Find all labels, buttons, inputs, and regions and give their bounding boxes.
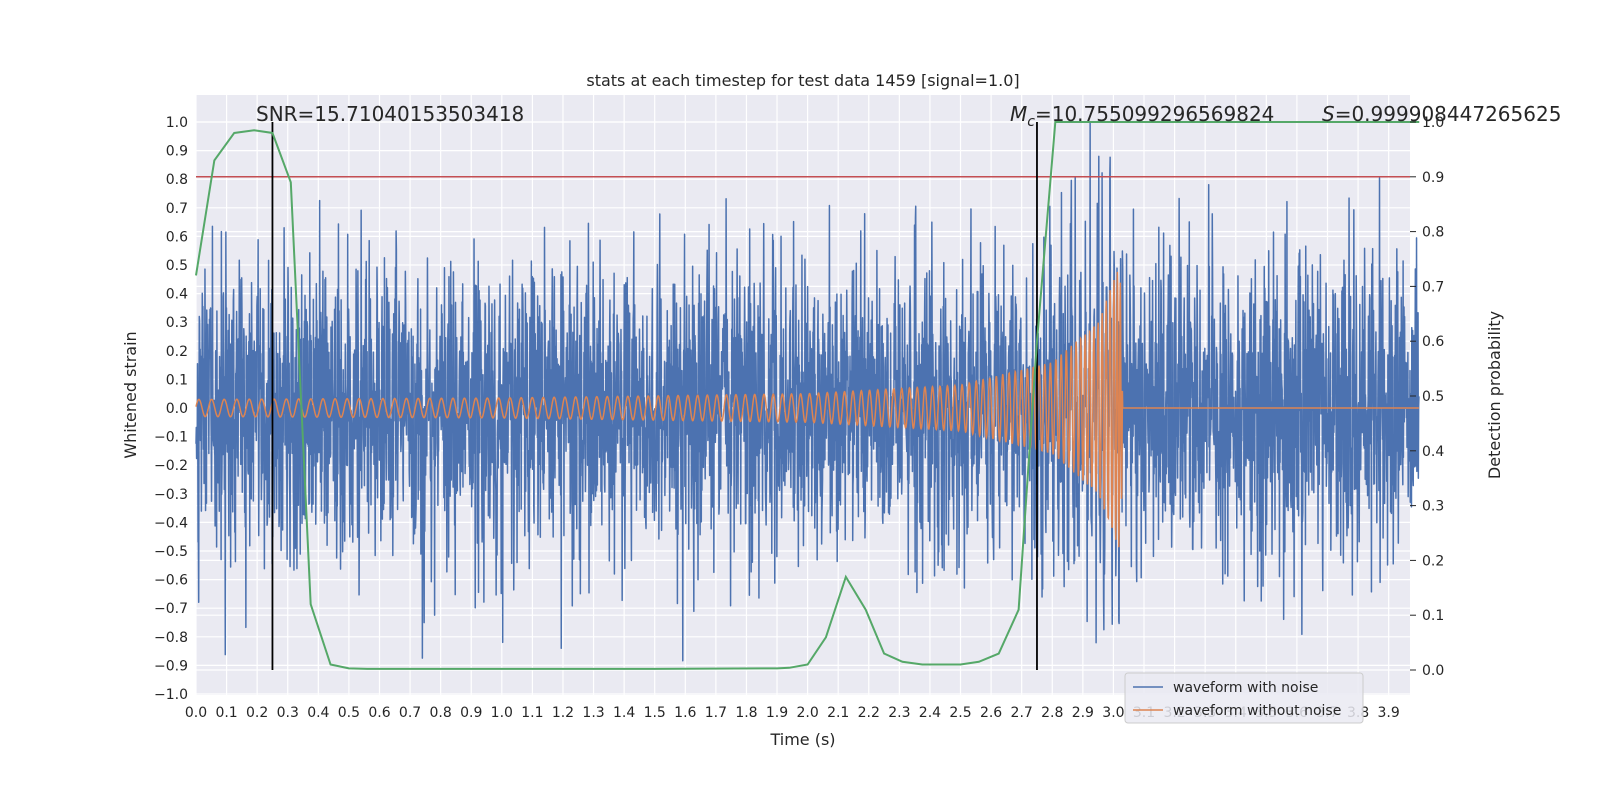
y-axis-ticks: 1.0 0.9 0.8 0.7 0.6 0.5 0.4 0.3 0.2 0.1 0.0 −0.1 −0.… <box>154 115 188 703</box>
x-tick-label: 2.5 <box>949 705 971 721</box>
x-tick-label: 1.3 <box>582 705 604 721</box>
x-tick-label: 1.7 <box>705 705 727 721</box>
line-waveform-without-noise <box>195 271 1419 548</box>
y2-tick-label: 0.5 <box>1422 389 1444 405</box>
y-tick-label: 0.9 <box>166 144 188 160</box>
y2-tick-label: 0.8 <box>1422 225 1444 241</box>
chart-title: stats at each timestep for test data 145… <box>586 71 1019 90</box>
y-tick-label: −1.0 <box>154 687 188 703</box>
series-waveform-without-noise <box>195 271 1419 548</box>
y2-tick-label: 0.7 <box>1422 279 1444 295</box>
y-tick-label: 0.6 <box>166 229 188 245</box>
y-tick-label: 0.4 <box>166 287 188 303</box>
y2-tick-label: 0.4 <box>1422 444 1444 460</box>
x-tick-label: 0.7 <box>399 705 421 721</box>
y-tick-label: 0.1 <box>166 372 188 388</box>
series-detection-probability <box>195 121 1420 670</box>
x-tick-label: 0.2 <box>246 705 268 721</box>
s-annotation: S=0.999908447265625 <box>1322 102 1561 126</box>
x-tick-label: 1.5 <box>644 705 666 721</box>
x-tick-label: 1.2 <box>552 705 574 721</box>
line-detection-probability <box>195 121 1420 670</box>
x-tick-label: 3.0 <box>1102 705 1124 721</box>
x-tick-label: 0.9 <box>460 705 482 721</box>
x-tick-label: 1.6 <box>674 705 696 721</box>
legend-label-clean: waveform without noise <box>1173 703 1341 719</box>
y-tick-label: −0.4 <box>154 515 188 531</box>
y-tick-label: 0.2 <box>166 344 188 360</box>
y-tick-label: −0.8 <box>154 630 188 646</box>
x-tick-label: 1.9 <box>766 705 788 721</box>
x-tick-label: 0.5 <box>338 705 360 721</box>
s-value: =0.999908447265625 <box>1335 102 1562 126</box>
y-tick-label: −0.6 <box>154 573 188 589</box>
y2-tick-label: 0.6 <box>1422 334 1444 350</box>
x-tick-label: 2.2 <box>858 705 880 721</box>
x-tick-label: 2.9 <box>1072 705 1094 721</box>
y2-tick-label: 0.2 <box>1422 553 1444 569</box>
y-tick-label: 0.3 <box>166 315 188 331</box>
y-tick-label: 0.8 <box>166 172 188 188</box>
chirp-mass-annotation: Mc=10.755099296569824 <box>1010 102 1274 130</box>
y-tick-label: −0.3 <box>154 487 188 503</box>
x-tick-label: 3.9 <box>1378 705 1400 721</box>
s-symbol: S <box>1322 102 1335 126</box>
x-tick-label: 2.6 <box>980 705 1002 721</box>
y-tick-label: −0.9 <box>154 658 188 674</box>
x-tick-label: 2.1 <box>827 705 849 721</box>
y2-tick-label: 0.9 <box>1422 170 1444 186</box>
y-tick-label: 1.0 <box>166 115 188 131</box>
snr-annotation: SNR=15.71040153503418 <box>256 102 524 126</box>
y-tick-label: −0.5 <box>154 544 188 560</box>
y2-tick-label: 0.3 <box>1422 499 1444 515</box>
y-axis-title: Whitened strain <box>121 331 140 458</box>
x-tick-label: 0.8 <box>430 705 452 721</box>
line-waveform-with-noise <box>195 121 1420 662</box>
y-tick-label: −0.1 <box>154 430 188 446</box>
legend-label-noise: waveform with noise <box>1173 680 1318 696</box>
chirp-mass-value: =10.755099296569824 <box>1035 102 1274 126</box>
x-tick-label: 2.3 <box>888 705 910 721</box>
y-tick-label: 0.5 <box>166 258 188 274</box>
x-tick-label: 1.0 <box>491 705 513 721</box>
x-tick-label: 2.8 <box>1041 705 1063 721</box>
series-waveform-with-noise <box>195 121 1420 662</box>
y2-axis-ticks: 1.0 0.9 0.8 0.7 0.6 0.5 0.4 0.3 0.2 0.1 0.0 <box>1410 115 1444 679</box>
x-tick-label: 2.7 <box>1011 705 1033 721</box>
x-tick-label: 0.6 <box>368 705 390 721</box>
x-axis-title: Time (s) <box>769 730 835 749</box>
y2-axis-title: Detection probability <box>1485 311 1504 479</box>
chirp-mass-subscript: c <box>1027 114 1035 130</box>
y-tick-label: 0.7 <box>166 201 188 217</box>
legend-box <box>1124 672 1364 724</box>
y-tick-label: 0.0 <box>166 401 188 417</box>
y2-tick-label: 1.0 <box>1422 115 1444 131</box>
x-tick-label: 0.1 <box>215 705 237 721</box>
x-tick-label: 1.4 <box>613 705 635 721</box>
reference-lines <box>196 122 1410 670</box>
chirp-mass-symbol: M <box>1010 102 1027 126</box>
y2-tick-label: 0.0 <box>1422 663 1444 679</box>
y2-tick-label: 0.1 <box>1422 608 1444 624</box>
x-tick-label: 0.3 <box>277 705 299 721</box>
x-tick-label: 0.0 <box>185 705 207 721</box>
y-tick-label: −0.7 <box>154 601 188 617</box>
x-tick-label: 2.0 <box>796 705 818 721</box>
x-tick-label: 2.4 <box>919 705 941 721</box>
x-tick-label: 0.4 <box>307 705 329 721</box>
x-tick-label: 1.1 <box>521 705 543 721</box>
y-tick-label: −0.2 <box>154 458 188 474</box>
x-tick-label: 1.8 <box>735 705 757 721</box>
legend: waveform with noise waveform without noi… <box>1124 672 1364 724</box>
